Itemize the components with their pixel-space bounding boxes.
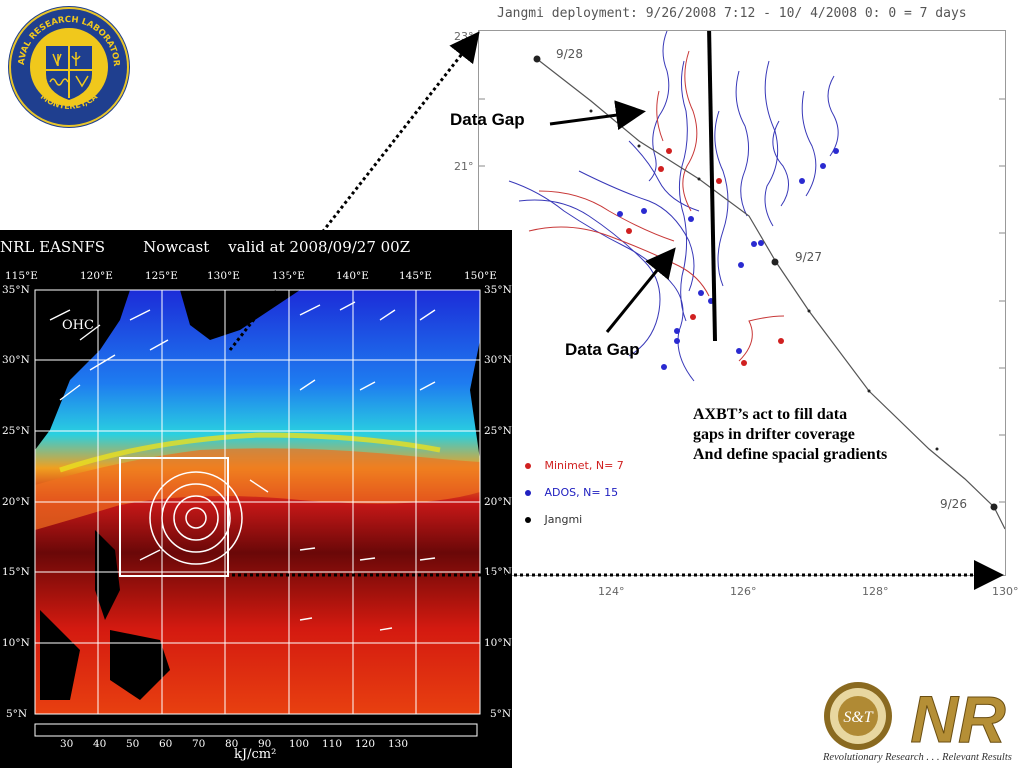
data-gap-label-top: Data Gap xyxy=(450,110,525,129)
ohc-map-canvas xyxy=(34,289,481,737)
colorbar-tick: 40 xyxy=(93,738,107,750)
svg-text:NR: NR xyxy=(910,682,1006,752)
ohc-lat-label: 35°N xyxy=(484,284,512,296)
drifter-track xyxy=(772,120,789,207)
ohc-lon-label: 140°E xyxy=(336,270,369,282)
ohc-field-label: OHC xyxy=(62,318,94,333)
ohc-lat-label: 25°N xyxy=(484,425,512,437)
colorbar-tick: 90 xyxy=(258,738,272,750)
ohc-lat-label: 20°N xyxy=(2,496,30,508)
ohc-lon-label: 125°E xyxy=(145,270,178,282)
date-label: 9/27 xyxy=(795,250,822,264)
ohc-lon-label: 115°E xyxy=(5,270,38,282)
data-gap-label-bottom: Data Gap xyxy=(565,340,640,359)
ohc-lat-label: 25°N xyxy=(2,425,30,437)
cyclone-swirl xyxy=(149,471,243,565)
data-gap-arrow-top xyxy=(549,100,646,131)
drifter-track xyxy=(764,60,779,227)
section-line xyxy=(707,25,717,342)
legend-label: Minimet, N= 7 xyxy=(544,459,624,472)
legend-swatch xyxy=(525,463,531,469)
svg-text:S&T: S&T xyxy=(843,709,873,726)
lon-label: 128° xyxy=(862,585,889,598)
axbt-line: And define spacial gradients xyxy=(693,446,888,463)
drifter-plot-canvas xyxy=(479,25,1006,530)
ohc-map-panel xyxy=(0,230,512,768)
ohc-lon-label: 145°E xyxy=(399,270,432,282)
lon-label: 124° xyxy=(598,585,625,598)
ohc-lat-label: 5°N xyxy=(6,708,28,720)
drifter-track xyxy=(678,60,688,322)
onr-logo: S&T NR xyxy=(818,680,1018,768)
drifter-track xyxy=(682,50,698,212)
ohc-lon-label: 135°E xyxy=(272,270,305,282)
drifter-track xyxy=(735,70,749,217)
colorbar-tick: 130 xyxy=(388,738,409,750)
colorbar-tick: 80 xyxy=(225,738,239,750)
legend-item: ADOS, N= 15 xyxy=(525,486,624,513)
onr-tagline: Revolutionary Research . . . Relevant Re… xyxy=(823,752,1012,763)
ohc-lon-label: 130°E xyxy=(207,270,240,282)
ohc-lat-label: 30°N xyxy=(484,354,512,366)
legend: Minimet, N= 7 ADOS, N= 15 Jangmi xyxy=(525,459,624,540)
colorbar-tick: 110 xyxy=(322,738,343,750)
ohc-lat-label: 30°N xyxy=(2,354,30,366)
drifter-track xyxy=(738,315,785,362)
drifter-track xyxy=(528,226,710,297)
storm-track xyxy=(536,58,1006,530)
date-label: 9/28 xyxy=(556,47,583,61)
legend-swatch xyxy=(525,517,531,523)
legend-label: ADOS, N= 15 xyxy=(544,486,619,499)
drifter-track xyxy=(518,199,661,357)
ohc-lat-label: 20°N xyxy=(484,496,512,508)
colorbar-tick: 70 xyxy=(192,738,206,750)
colorbar-tick: 60 xyxy=(159,738,173,750)
lon-label: 126° xyxy=(730,585,757,598)
colorbar xyxy=(34,723,478,737)
legend-label: Jangmi xyxy=(544,513,583,526)
ohc-lat-label: 10°N xyxy=(484,637,512,649)
axbt-note: AXBT’s act to fill data gaps in drifter … xyxy=(693,405,963,465)
storm-box xyxy=(119,457,229,577)
colorbar-units: kJ/cm² xyxy=(234,747,277,762)
drifter-track xyxy=(628,140,700,212)
lat-label: 21° xyxy=(454,160,474,173)
legend-item: Minimet, N= 7 xyxy=(525,459,624,486)
legend-swatch xyxy=(525,490,531,496)
ohc-lat-label: 10°N xyxy=(2,637,30,649)
legend-item: Jangmi xyxy=(525,513,624,540)
ohc-map-header: NRL EASNFS Nowcast valid at 2008/09/27 0… xyxy=(0,238,411,256)
drifter-plot-frame xyxy=(478,25,1006,576)
drifter-track xyxy=(801,90,817,197)
date-label: 9/26 xyxy=(940,497,967,511)
colorbar-tick: 100 xyxy=(289,738,310,750)
data-gap-arrow-bottom xyxy=(605,247,676,333)
drifter-track xyxy=(538,190,675,242)
ohc-lat-label: 35°N xyxy=(2,284,30,296)
ohc-lon-label: 120°E xyxy=(80,270,113,282)
ohc-lat-label: 5°N xyxy=(490,708,512,720)
drifter-plot-title: Jangmi deployment: 9/26/2008 7:12 - 10/ … xyxy=(497,6,967,21)
colorbar-tick: 30 xyxy=(60,738,74,750)
current-vectors xyxy=(49,301,436,631)
colorbar-tick: 120 xyxy=(355,738,376,750)
drifter-track xyxy=(656,90,664,142)
axbt-line: gaps in drifter coverage xyxy=(693,426,855,443)
drifter-track xyxy=(648,30,670,182)
drifter-track xyxy=(578,170,695,292)
drifter-track xyxy=(827,75,839,157)
axbt-line: AXBT’s act to fill data xyxy=(693,406,848,423)
ohc-lon-label: 150°E xyxy=(464,270,497,282)
nrl-logo: NAVAL RESEARCH LABORATORY MONTEREY,CA xyxy=(2,0,132,130)
colorbar-tick: 50 xyxy=(126,738,140,750)
ohc-lat-label: 15°N xyxy=(2,566,30,578)
dotted-connector-top xyxy=(228,31,480,351)
